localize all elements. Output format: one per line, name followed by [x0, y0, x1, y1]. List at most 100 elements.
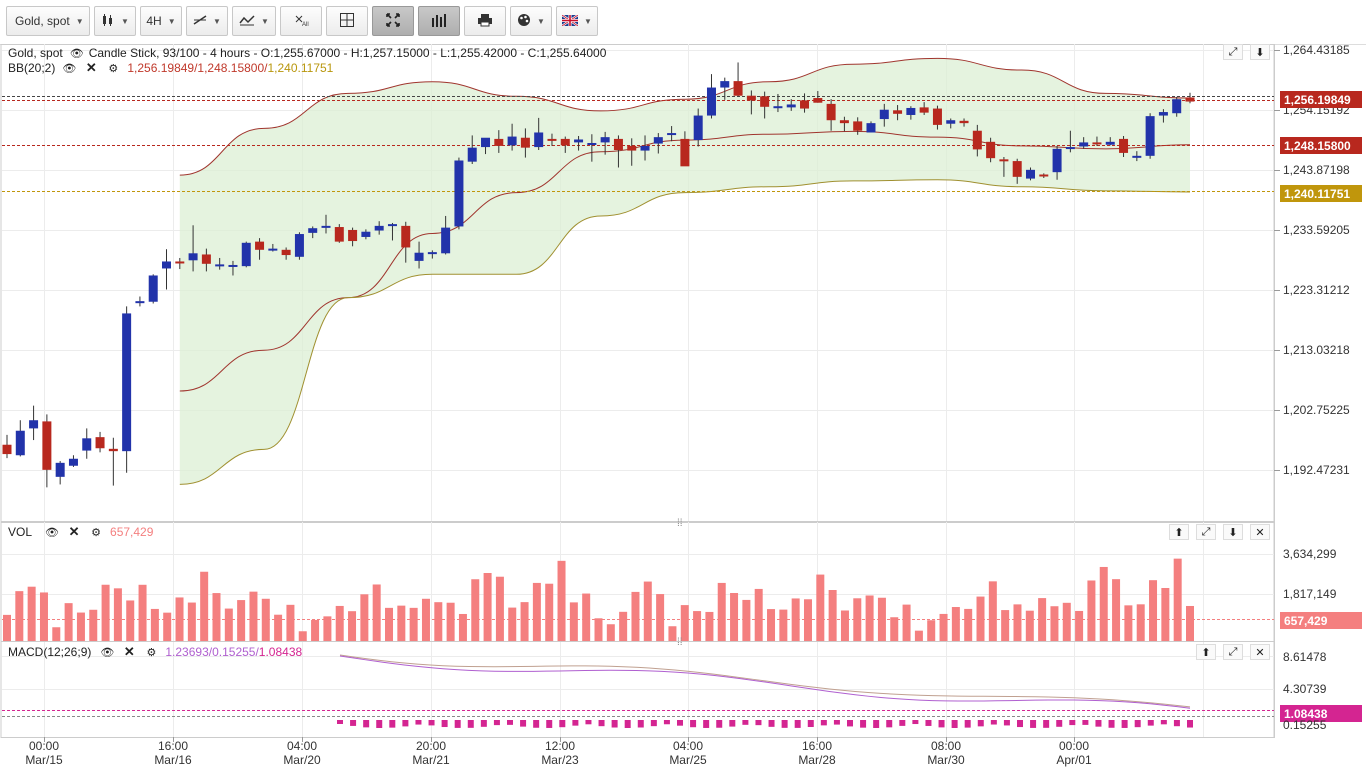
- volume-bar: [643, 581, 652, 641]
- volume-bar: [101, 584, 110, 641]
- chart-toolbar: Gold, spot ▼ ▼ 4H ▼ ▼ ▼ All ▼ ▼: [0, 0, 1366, 45]
- candle-body: [1052, 148, 1062, 173]
- close-macd-pane-button[interactable]: ✕: [1250, 644, 1270, 660]
- volume-bar: [434, 602, 443, 641]
- candle-body: [29, 420, 39, 429]
- gear-icon[interactable]: ⚙: [146, 646, 157, 659]
- macd-histogram-bar: [624, 720, 631, 728]
- price-axis-label: 1,233.59205: [1283, 223, 1350, 237]
- eye-icon[interactable]: 👁: [69, 47, 84, 60]
- macd-histogram-bar: [1017, 720, 1023, 728]
- chevron-down-icon: ▼: [261, 16, 269, 26]
- candle-body: [361, 231, 371, 237]
- candle-body: [2, 444, 12, 455]
- expand-icon: ⤢: [1228, 645, 1238, 658]
- volume-bar: [471, 579, 480, 641]
- volume-bar: [545, 583, 554, 641]
- macd-histogram-bar: [1121, 720, 1128, 728]
- close-icon[interactable]: ✕: [68, 524, 80, 539]
- theme-button[interactable]: ▼: [510, 6, 552, 36]
- gear-icon[interactable]: ⚙: [108, 62, 119, 75]
- gear-icon[interactable]: ⚙: [91, 526, 101, 539]
- volume-bar: [779, 609, 788, 641]
- print-button[interactable]: [464, 6, 506, 36]
- macd-histogram-bar: [912, 720, 919, 725]
- candle-body: [999, 159, 1009, 162]
- volume-bar: [89, 609, 98, 641]
- candle-body: [1172, 99, 1182, 114]
- price-axis-label: 1,223.31212: [1283, 283, 1350, 297]
- candle-body: [1119, 138, 1129, 153]
- timeframe-select[interactable]: 4H ▼: [140, 6, 182, 36]
- volume-toggle-button[interactable]: [418, 6, 460, 36]
- chart-area[interactable]: ⁞⁞ ⁞⁞: [0, 44, 1366, 768]
- candle-body: [906, 107, 916, 115]
- chart-canvas[interactable]: ⁞⁞ ⁞⁞: [0, 44, 1366, 768]
- vol-price-tag: 657,429: [1280, 612, 1362, 629]
- indicators-button[interactable]: ▼: [232, 6, 276, 36]
- language-button[interactable]: ▼: [556, 6, 598, 36]
- volume-bar: [1062, 602, 1071, 641]
- macd-histogram-bar: [742, 720, 749, 725]
- move-up-macd-pane-button[interactable]: ⬆: [1196, 644, 1216, 660]
- eraser-icon: All: [293, 13, 309, 29]
- macd-histogram-bar: [755, 720, 762, 726]
- chart-type-button[interactable]: ▼: [94, 6, 136, 36]
- macd-histogram-bar: [938, 720, 945, 728]
- symbol-select-label: Gold, spot: [15, 14, 70, 28]
- candle-body: [760, 96, 770, 107]
- candle-body: [268, 248, 278, 251]
- volume-bar: [865, 595, 874, 641]
- volume-bar: [1112, 579, 1121, 641]
- candle-body: [321, 225, 331, 228]
- candle-body: [281, 249, 291, 256]
- candle-body: [294, 234, 304, 257]
- drawing-tools-button[interactable]: ▼: [186, 6, 228, 36]
- move-down-vol-pane-button[interactable]: ⬇: [1223, 524, 1243, 540]
- maximize-macd-pane-button[interactable]: ⤢: [1223, 644, 1243, 660]
- fullscreen-button[interactable]: [372, 6, 414, 36]
- candle-body: [800, 100, 810, 109]
- macd-histogram-bar: [454, 720, 461, 728]
- time-axis-label: 00:00: [1058, 739, 1090, 753]
- volume-bar: [385, 607, 394, 641]
- volume-bar: [705, 611, 714, 641]
- volume-bar: [964, 608, 973, 641]
- volume-bar: [224, 608, 233, 641]
- maximize-vol-pane-button[interactable]: ⤢: [1196, 524, 1216, 540]
- eye-icon[interactable]: 👁: [45, 526, 59, 539]
- pane-resize-handle: ⁞⁞: [677, 637, 683, 648]
- date-axis-label: Mar/28: [798, 753, 836, 767]
- move-down-main-pane-button[interactable]: ⬇: [1250, 44, 1270, 60]
- candle-body: [1105, 141, 1115, 145]
- expand-icon: ⤢: [1201, 525, 1211, 538]
- eye-icon[interactable]: 👁: [62, 62, 77, 75]
- candle-body: [680, 138, 690, 167]
- crosshair-button[interactable]: [326, 6, 368, 36]
- legend-symbol: Gold, spot: [8, 46, 63, 60]
- eye-icon[interactable]: 👁: [100, 646, 115, 659]
- candle-body: [1145, 116, 1155, 156]
- macd-histogram-bar: [990, 720, 997, 725]
- move-up-vol-pane-button[interactable]: ⬆: [1169, 524, 1189, 540]
- macd-histogram-bar: [1003, 720, 1010, 726]
- macd-histogram-bar: [611, 720, 618, 728]
- volume-bar: [532, 582, 541, 641]
- close-icon[interactable]: ✕: [123, 644, 135, 659]
- candle-body: [228, 264, 238, 267]
- bb-upper-price-tag: 1,256.19849: [1280, 91, 1362, 108]
- crosshair-icon: [339, 12, 355, 30]
- close-icon[interactable]: ✕: [85, 60, 97, 75]
- macd-histogram-bar: [794, 720, 801, 728]
- maximize-main-pane-button[interactable]: ⤢: [1223, 44, 1243, 60]
- time-axis-label: 12:00: [544, 739, 576, 753]
- symbol-select[interactable]: Gold, spot ▼: [6, 6, 90, 36]
- volume-bar: [126, 600, 135, 641]
- candle-body: [42, 421, 52, 470]
- volume-bar: [582, 593, 591, 641]
- clear-drawings-button[interactable]: All: [280, 6, 322, 36]
- close-vol-pane-button[interactable]: ✕: [1250, 524, 1270, 540]
- volume-bar: [656, 594, 665, 641]
- volume-bar: [27, 586, 36, 641]
- volume-bar: [1149, 580, 1158, 641]
